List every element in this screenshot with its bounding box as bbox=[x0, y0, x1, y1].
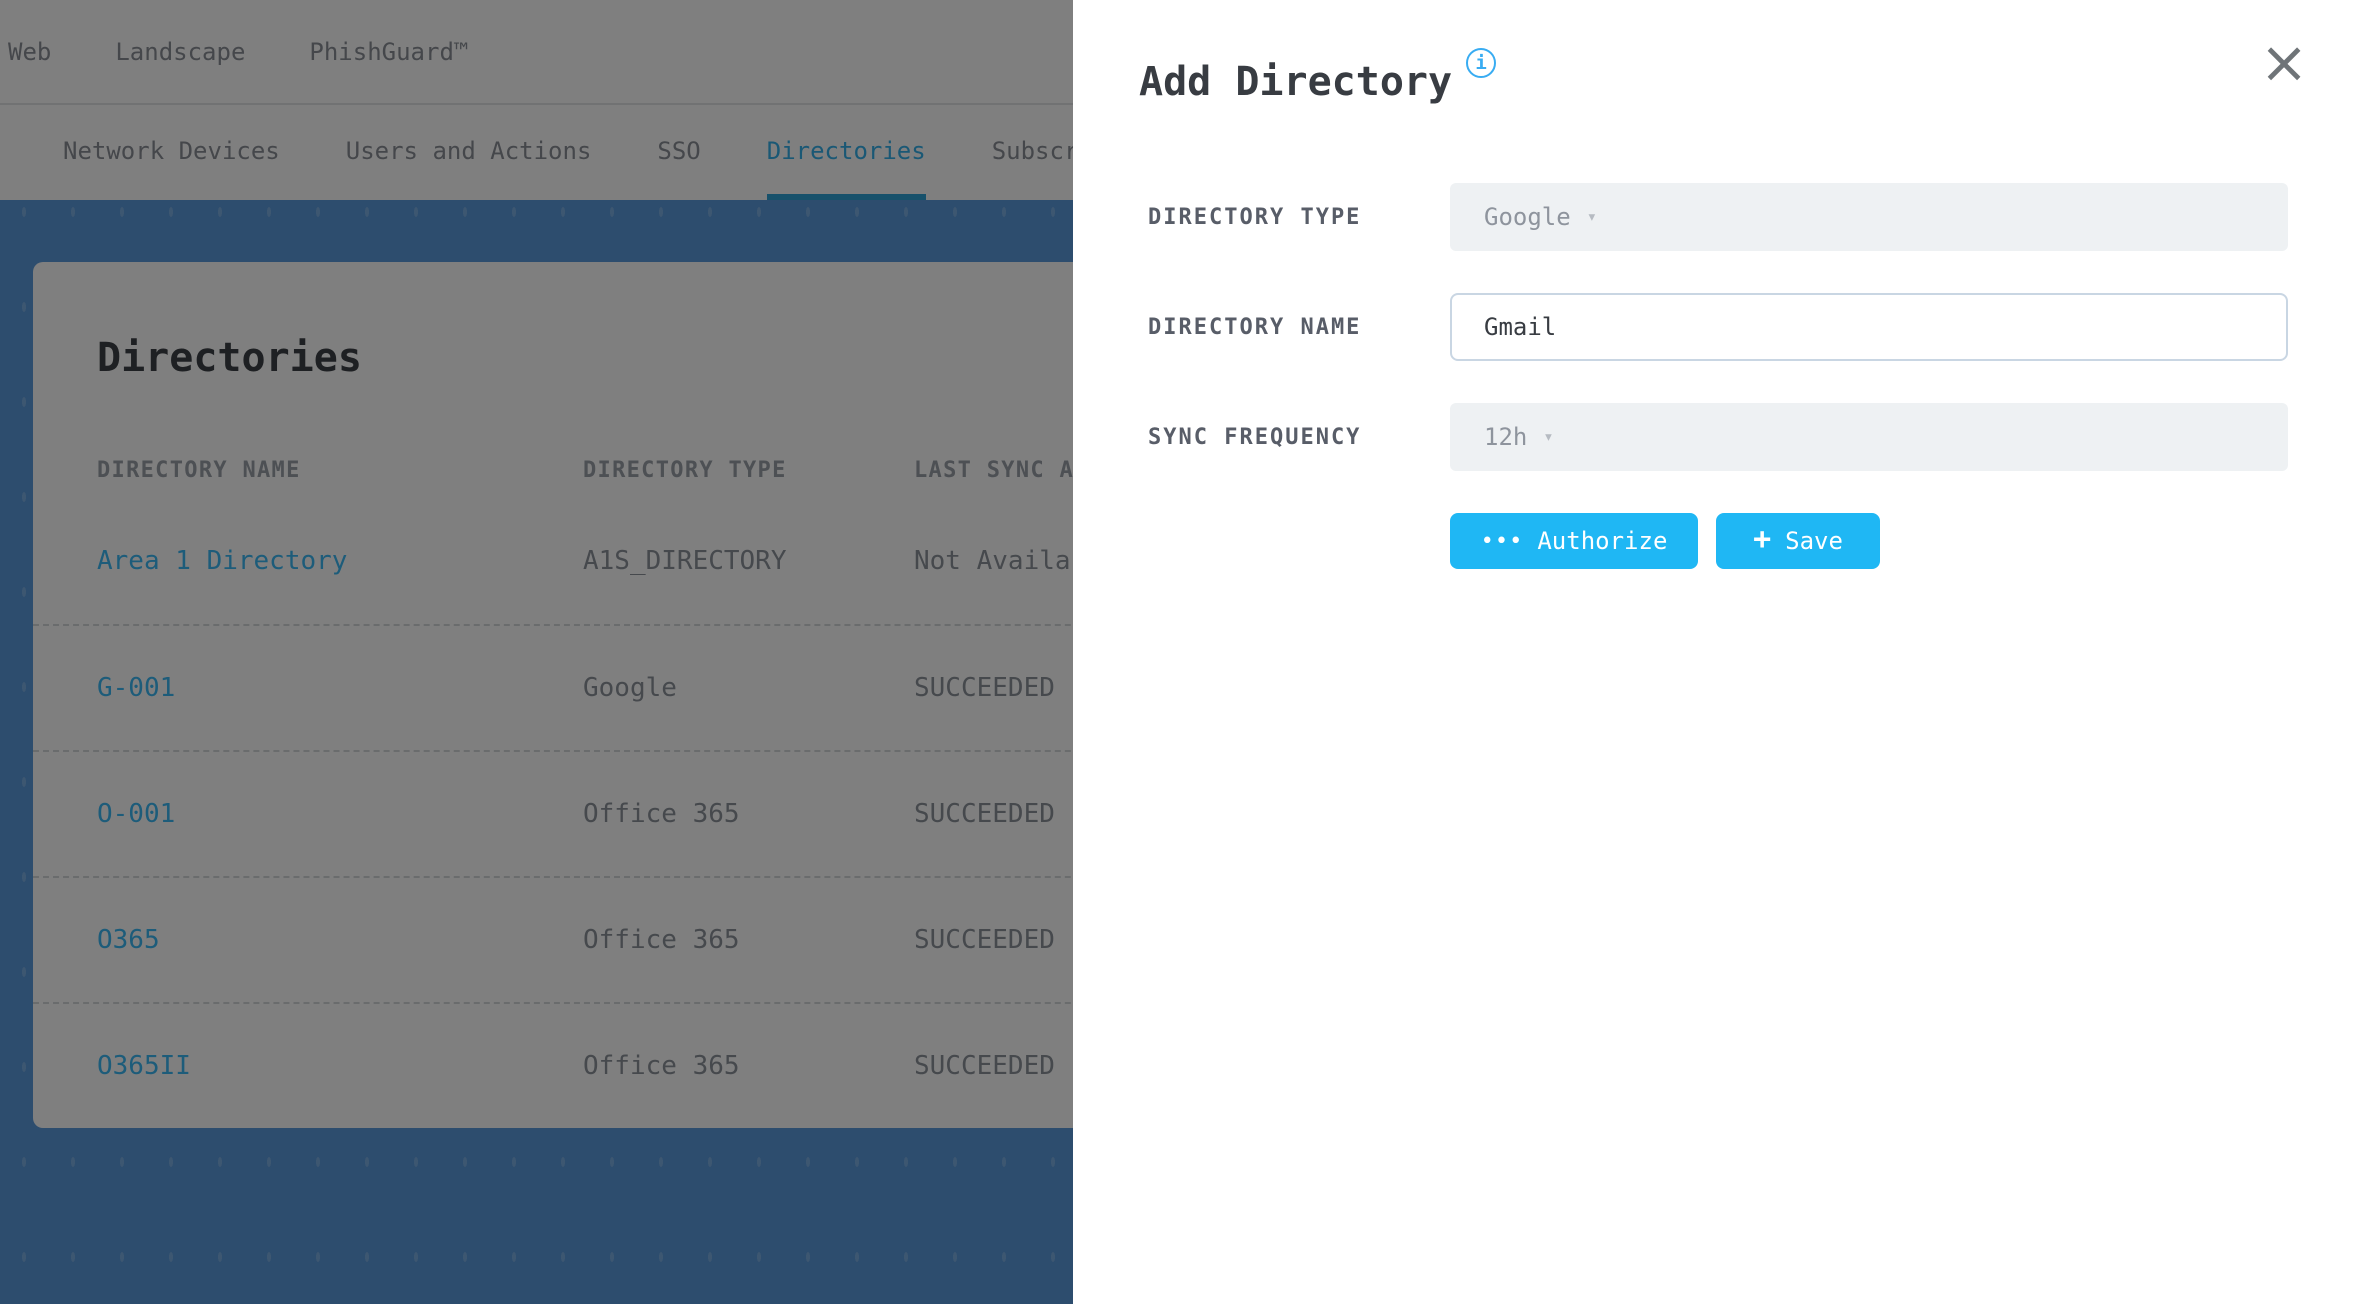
modal-header: Add Directory i bbox=[1073, 0, 2356, 108]
save-button[interactable]: + Save bbox=[1716, 513, 1880, 569]
close-icon[interactable]: × bbox=[2252, 30, 2316, 94]
save-button-label: Save bbox=[1785, 527, 1843, 555]
chevron-down-icon: ▾ bbox=[1586, 207, 1597, 227]
modal-title: Add Directory bbox=[1139, 59, 1453, 105]
form-row-directory-type: DIRECTORY TYPE Google ▾ bbox=[1148, 183, 2356, 251]
info-icon[interactable]: i bbox=[1466, 48, 1497, 78]
directory-name-input[interactable] bbox=[1450, 293, 2288, 361]
directory-type-label: DIRECTORY TYPE bbox=[1148, 204, 1362, 230]
form-row-directory-name: DIRECTORY NAME bbox=[1148, 293, 2356, 361]
form-row-sync-frequency: SYNC FREQUENCY 12h ▾ bbox=[1148, 403, 2356, 471]
sync-frequency-value: 12h bbox=[1484, 423, 1528, 451]
directory-type-select[interactable]: Google ▾ bbox=[1450, 183, 2288, 251]
modal-actions: ••• Authorize + Save bbox=[1450, 513, 2356, 569]
ellipsis-icon: ••• bbox=[1480, 528, 1524, 554]
add-directory-form: DIRECTORY TYPE Google ▾ DIRECTORY NAME S… bbox=[1073, 183, 2356, 569]
authorize-button[interactable]: ••• Authorize bbox=[1450, 513, 1698, 569]
chevron-down-icon: ▾ bbox=[1543, 427, 1554, 447]
directory-name-label: DIRECTORY NAME bbox=[1148, 314, 1362, 340]
directory-type-value: Google bbox=[1484, 203, 1571, 231]
sync-frequency-label: SYNC FREQUENCY bbox=[1148, 424, 1362, 450]
add-directory-modal: Add Directory i × DIRECTORY TYPE Google … bbox=[1073, 0, 2356, 1304]
authorize-button-label: Authorize bbox=[1537, 527, 1668, 555]
plus-icon: + bbox=[1753, 522, 1772, 557]
sync-frequency-select[interactable]: 12h ▾ bbox=[1450, 403, 2288, 471]
